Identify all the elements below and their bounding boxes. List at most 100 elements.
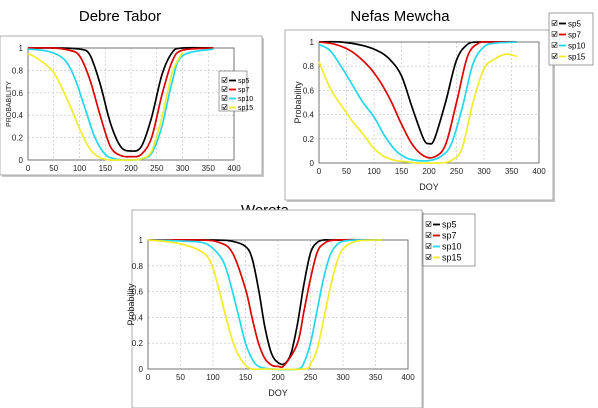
y-tick-label: 0.8	[12, 66, 24, 75]
legend-label: sp15	[238, 105, 253, 112]
x-tick-label: 250	[150, 164, 164, 173]
check-icon	[552, 54, 557, 59]
chart-title: Debre Tabor	[78, 8, 162, 25]
y-tick-label: 0.6	[132, 288, 144, 297]
legend-checkbox	[551, 20, 558, 26]
y-tick-label: 0	[19, 156, 24, 165]
x-tick-label: 200	[271, 373, 285, 382]
y-tick-label: 0.8	[303, 62, 315, 71]
x-tick-label: 400	[227, 164, 241, 173]
x-tick-label: 300	[176, 164, 190, 173]
x-tick-label: 0	[317, 167, 322, 176]
x-tick-label: 100	[206, 373, 220, 382]
y-tick-label: 0.8	[132, 262, 144, 271]
x-tick-label: 400	[401, 373, 415, 382]
chart-svg: 0 50 100 150 200 250 300 350 400 0 0.2 0.4 0.6 0.8 1 Pr…	[126, 209, 476, 408]
legend-label: sp15	[568, 52, 586, 61]
y-axis-label: Probability	[126, 283, 136, 326]
y-tick-label: 0.4	[12, 111, 24, 120]
legend-checkbox	[551, 31, 558, 37]
series-line-sp15	[27, 52, 184, 162]
check-icon	[222, 105, 227, 110]
series-line-sp10	[27, 48, 214, 161]
x-tick-label: 150	[99, 164, 113, 173]
series-line-sp5	[27, 46, 214, 152]
y-tick-label: 0.4	[303, 111, 315, 120]
check-icon	[552, 43, 557, 48]
legend-checkbox	[425, 232, 432, 238]
x-tick-label: 300	[336, 373, 350, 382]
check-icon	[222, 78, 227, 83]
series-line-sp15	[147, 239, 383, 371]
series-line-sp7	[27, 46, 214, 158]
x-tick-label: 100	[367, 167, 381, 176]
legend-checkbox	[221, 86, 228, 92]
x-tick-label: 350	[369, 373, 383, 382]
y-tick-label: 0.2	[12, 134, 24, 143]
chart-title: Nefas Mewcha	[350, 8, 450, 25]
x-tick-label: 100	[73, 164, 87, 173]
legend-checkbox	[221, 95, 228, 101]
series-line-sp7	[147, 238, 383, 369]
x-tick-label: 0	[146, 373, 151, 382]
x-tick-label: 150	[395, 167, 409, 176]
y-tick-label: 0.2	[132, 339, 144, 348]
series-line-sp10	[318, 41, 518, 162]
check-icon	[552, 21, 557, 26]
legend-label: sp15	[442, 253, 462, 263]
x-tick-label: 250	[450, 167, 464, 176]
check-icon	[426, 222, 431, 227]
check-icon	[222, 96, 227, 101]
x-tick-label: 350	[505, 167, 519, 176]
legend-checkbox	[551, 42, 558, 48]
chart-panel-wereta: Wereta 05010015020025030035040000.20.40.…	[120, 200, 480, 408]
x-tick-label: 200	[124, 164, 138, 173]
check-icon	[552, 32, 557, 37]
series-line-sp15	[318, 53, 518, 165]
legend-label: sp5	[442, 220, 457, 230]
legend-checkbox	[221, 104, 228, 110]
legend-label: sp10	[568, 41, 586, 50]
x-tick-label: 350	[202, 164, 216, 173]
legend-label: sp10	[238, 96, 253, 103]
legend-label: sp10	[442, 242, 462, 252]
legend-box	[422, 213, 476, 267]
x-tick-label: 50	[342, 167, 351, 176]
chart-frame	[284, 29, 554, 201]
x-tick-label: 250	[304, 373, 318, 382]
y-tick-label: 0.4	[132, 313, 144, 322]
y-tick-label: 1	[19, 44, 24, 53]
chart-panel-debre-tabor: Debre Tabor 0 50 100 150 200 250 300 350 400 0 0.2…	[0, 0, 280, 200]
y-axis-label: PROBABILITY	[6, 81, 13, 127]
x-tick-label: 200	[422, 167, 436, 176]
chart-svg: 0 50 100 150 200 250 300 350 400 0 0.2 0.4 0.6 0.8 1 PR…	[0, 35, 264, 177]
x-axis-label: DOY	[419, 182, 439, 192]
legend-checkbox	[551, 53, 558, 59]
check-icon	[426, 244, 431, 249]
x-tick-label: 300	[477, 167, 491, 176]
x-tick-label: 50	[49, 164, 58, 173]
legend-label: sp5	[238, 78, 249, 85]
legend-label: sp7	[238, 87, 249, 94]
check-icon	[222, 87, 227, 92]
y-tick-label: 0	[310, 159, 315, 168]
y-tick-label: 1	[310, 38, 315, 47]
y-tick-label: 0	[139, 365, 144, 374]
check-icon	[426, 233, 431, 238]
y-tick-label: 0.6	[12, 89, 24, 98]
legend-label: sp5	[568, 19, 581, 28]
legend-checkbox	[425, 254, 432, 260]
series-line-sp5	[318, 40, 517, 145]
x-tick-label: 150	[239, 373, 253, 382]
x-axis-label: DOY	[268, 388, 288, 398]
x-tick-label: 50	[176, 373, 185, 382]
y-tick-label: 1	[139, 236, 144, 245]
y-axis-label: Probability	[293, 81, 303, 124]
x-tick-label: 0	[26, 164, 31, 173]
check-icon	[426, 255, 431, 260]
y-tick-label: 0.2	[303, 135, 315, 144]
chart-panel-nefas-mewcha: Nefas Mewcha 0 50 100 150 200 250 300 350 400 0 0.…	[284, 0, 598, 202]
x-tick-label: 400	[532, 167, 546, 176]
legend-checkbox	[425, 243, 432, 249]
chart-svg: 0 50 100 150 200 250 300 350 400 0 0.2 0.4 0.6 0.8 1 Pr…	[284, 12, 594, 202]
